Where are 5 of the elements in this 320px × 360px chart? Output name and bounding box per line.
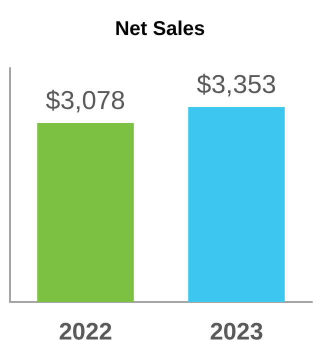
x-tick-label: 2023: [210, 318, 264, 346]
data-label: $3,078: [46, 84, 126, 115]
data-label: $3,353: [196, 69, 276, 99]
x-tick-label: 2022: [58, 318, 112, 346]
chart-title: Net Sales: [114, 18, 206, 40]
